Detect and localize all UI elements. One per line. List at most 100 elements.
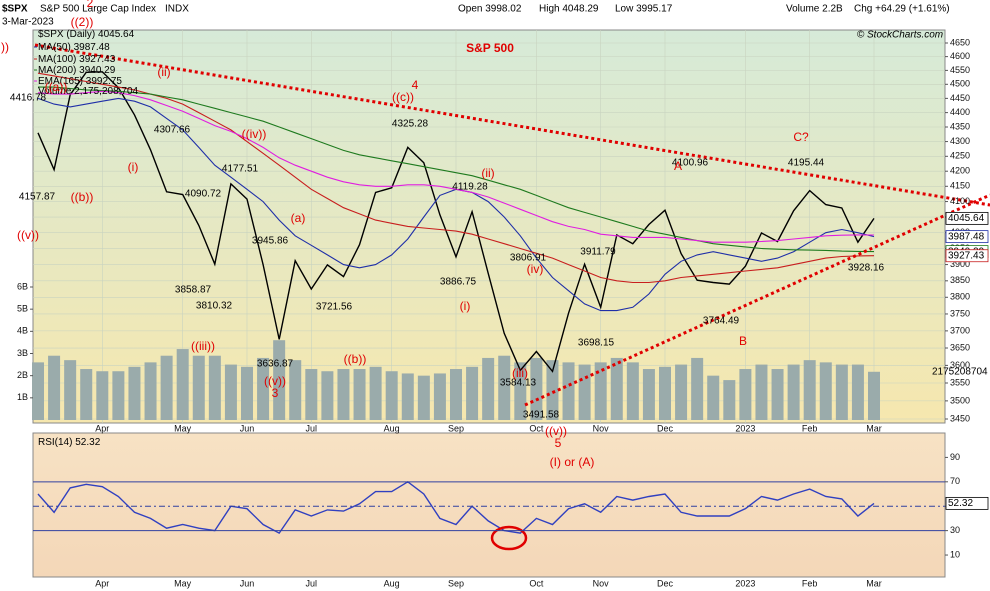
legend-value: 3992.75 [86, 76, 123, 87]
volume-bar [610, 357, 623, 420]
x-tick-label: Sep [448, 578, 464, 588]
price-label: 4119.28 [452, 182, 488, 193]
legend-name: $SPX (Daily) [38, 29, 95, 40]
price-label: 3584.13 [500, 378, 537, 389]
y-tick-label: 3450 [950, 413, 970, 423]
legend-value: 3940.29 [79, 65, 116, 76]
volume-tick-label: 5B [17, 304, 28, 314]
volume-bar [176, 349, 189, 420]
volume-bar [868, 371, 880, 420]
legend-entry: Volume 2,175,208,704 [38, 86, 139, 97]
chart-title: S&P 500 [466, 41, 514, 55]
volume-bar [659, 366, 671, 420]
volume-bar [819, 362, 832, 420]
volume-bar [530, 357, 543, 420]
legend-name: MA(50) [38, 42, 71, 53]
price-label: 3721.56 [316, 302, 353, 313]
volume-bar [771, 369, 784, 420]
volume-last-label: 2175208704 [932, 366, 988, 377]
series-line [38, 86, 875, 253]
wave-label: ((iii)) [191, 339, 215, 353]
price-label: 3928.16 [848, 263, 885, 274]
price-label: 3698.15 [578, 338, 615, 349]
y-tick-label: 3650 [950, 342, 970, 352]
x-tick-label: Jul [306, 423, 318, 433]
value-tag-label: 52.32 [948, 498, 973, 509]
x-tick-label: Nov [593, 423, 610, 433]
legend-entry: RSI(14) 52.32 [38, 437, 101, 448]
price-label: 3911.79 [580, 247, 616, 258]
volume-bar [466, 366, 479, 420]
y-tick-label: 4650 [950, 37, 970, 47]
volume-bar [578, 364, 591, 420]
volume-bar [739, 369, 752, 420]
value-tag [945, 211, 989, 225]
series-line [37, 72, 875, 284]
price-label: 4157.87 [19, 192, 56, 203]
x-tick-label: Apr [95, 423, 109, 433]
price-label: 4307.66 [154, 125, 191, 136]
price-label: 3886.75 [440, 277, 477, 288]
price-label: 4100.96 [672, 158, 709, 169]
wave-label: ((v)) [264, 374, 286, 388]
volume-bar [482, 357, 495, 420]
volume-bar [514, 362, 527, 420]
y-tick-label: 3550 [950, 377, 970, 387]
y-tick-label: 10 [950, 549, 960, 559]
y-tick-label: 3750 [950, 308, 970, 318]
volume-bar [96, 371, 109, 420]
wave-label: 2 [87, 0, 94, 10]
y-tick-label: 4200 [950, 166, 970, 176]
y-tick-label: 4400 [950, 107, 970, 117]
legend-entry: EMA(165) 3992.75 [38, 76, 122, 87]
y-tick-label: 4450 [950, 93, 970, 103]
legend-name: MA(100) [38, 54, 76, 65]
volume-bar [353, 369, 366, 420]
volume-bar [594, 362, 607, 420]
volume-bar [289, 360, 302, 420]
legend-entry: MA(100) 3927.43 [38, 54, 116, 65]
volume-bar [835, 364, 848, 420]
volume-bar [241, 366, 253, 420]
volume-bar [385, 371, 398, 420]
wave-label: ((2)) [71, 15, 94, 29]
legend-name: MA(200) [38, 65, 76, 76]
trend-line [524, 193, 990, 407]
y-tick-label: 4550 [950, 65, 970, 75]
trend-line [34, 43, 990, 207]
y-tick-label: 70 [950, 476, 960, 486]
credit: © StockCharts.com [857, 30, 943, 41]
price-label: 3491.58 [523, 410, 560, 421]
x-tick-label: Feb [802, 423, 818, 433]
quote-item: High 4048.29 [539, 4, 599, 15]
y-tick-label: 4150 [950, 181, 970, 191]
price-label: 3945.86 [252, 236, 289, 247]
x-tick-label: Dec [657, 578, 674, 588]
volume-bar [192, 355, 205, 420]
x-tick-label: Feb [802, 578, 818, 588]
legend-entry: MA(50) 3987.48 [38, 42, 110, 53]
legend-value: 3987.48 [74, 42, 111, 53]
y-tick-label: 4500 [950, 79, 970, 89]
volume-bar [675, 364, 688, 420]
rsi-panel [32, 432, 946, 578]
wave-label: 5 [555, 436, 562, 450]
x-tick-label: Aug [384, 578, 400, 588]
x-tick-label: Mar [866, 578, 882, 588]
x-tick-label: Mar [866, 423, 882, 433]
symbol: $SPX [2, 4, 28, 15]
volume-bar [401, 373, 414, 420]
legend-value: 52.32 [75, 437, 100, 448]
volume-bar [64, 360, 77, 420]
y-tick-label: 3700 [950, 325, 970, 335]
volume-tick-label: 3B [17, 348, 28, 358]
legend-entry: MA(200) 3940.29 [38, 65, 116, 76]
y-tick-label: 3800 [950, 292, 970, 302]
wave-label: (iii) [512, 366, 528, 380]
x-tick-label: Sep [448, 423, 464, 433]
volume-bar [369, 366, 382, 420]
price-label: 3764.49 [703, 316, 740, 327]
date: 3-Mar-2023 [2, 17, 54, 28]
volume-bar [305, 369, 318, 420]
